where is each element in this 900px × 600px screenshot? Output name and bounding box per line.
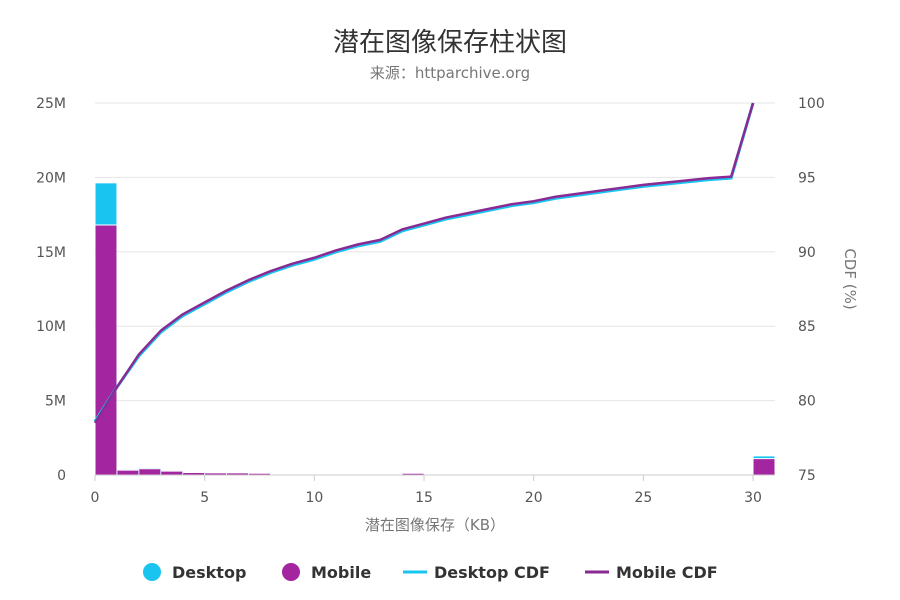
mobile-bar <box>402 473 424 475</box>
y-left-tick-label: 0 <box>57 468 66 484</box>
y-right-tick-label: 95 <box>798 170 816 186</box>
mobile-bar <box>227 472 249 475</box>
line-layer <box>93 102 755 424</box>
x-tick-label: 25 <box>634 490 652 506</box>
x-tick-label: 15 <box>415 490 433 506</box>
mobile-bar <box>161 471 183 475</box>
bar-layer <box>95 183 775 476</box>
mobile-cdf-line <box>93 102 755 424</box>
mobile-bar <box>117 470 139 475</box>
y-right-axis-title: CDF (%) <box>841 248 859 309</box>
legend-label: Desktop <box>172 563 246 582</box>
x-tick-label: 10 <box>305 490 323 506</box>
legend-item-mobile-cdf[interactable]: Mobile CDF <box>585 563 718 582</box>
y-left-tick-label: 5M <box>45 394 66 410</box>
legend-item-desktop[interactable]: Desktop <box>143 563 246 582</box>
y-left-tick-label: 25M <box>36 96 66 112</box>
mobile-bar <box>753 458 775 475</box>
grid-layer <box>95 102 775 476</box>
legend-dot-icon <box>282 563 300 581</box>
legend-label: Desktop CDF <box>434 563 550 582</box>
y-left-tick-label: 20M <box>36 170 66 186</box>
x-tick-label: 5 <box>200 490 209 506</box>
x-tick-label: 20 <box>525 490 543 506</box>
x-tick-label: 30 <box>744 490 762 506</box>
mobile-bar <box>139 468 161 475</box>
legend-label: Mobile CDF <box>616 563 718 582</box>
mobile-bar <box>205 472 227 475</box>
legend-item-mobile[interactable]: Mobile <box>282 563 371 582</box>
x-axis-title: 潜在图像保存（KB） <box>365 516 505 534</box>
y-right-tick-label: 75 <box>798 468 816 484</box>
x-tick-label: 0 <box>91 490 100 506</box>
y-left-tick-label: 15M <box>36 245 66 261</box>
mobile-bar <box>249 473 270 475</box>
legend-dot-icon <box>143 563 161 581</box>
mobile-bar <box>95 225 117 475</box>
y-right-tick-label: 85 <box>798 319 816 335</box>
desktop-cdf-line <box>93 102 755 423</box>
y-right-tick-label: 90 <box>798 245 816 261</box>
y-right-tick-label: 100 <box>798 96 825 112</box>
legend-layer: Desktop Mobile Desktop CDF Mobile CDF <box>143 563 718 582</box>
mobile-bar <box>183 472 205 475</box>
legend-label: Mobile <box>311 563 371 582</box>
y-left-tick-label: 10M <box>36 319 66 335</box>
legend-item-desktop-cdf[interactable]: Desktop CDF <box>403 563 550 582</box>
y-right-tick-label: 80 <box>798 394 816 410</box>
axis-layer: 0 5M 10M 15M 20M 25M 75 80 85 90 95 100 0 5 10 15 20 25 30… <box>36 96 859 534</box>
chart-title: 潜在图像保存柱状图 <box>332 28 567 58</box>
chart-subtitle: 来源：httparchive.org <box>369 64 531 82</box>
